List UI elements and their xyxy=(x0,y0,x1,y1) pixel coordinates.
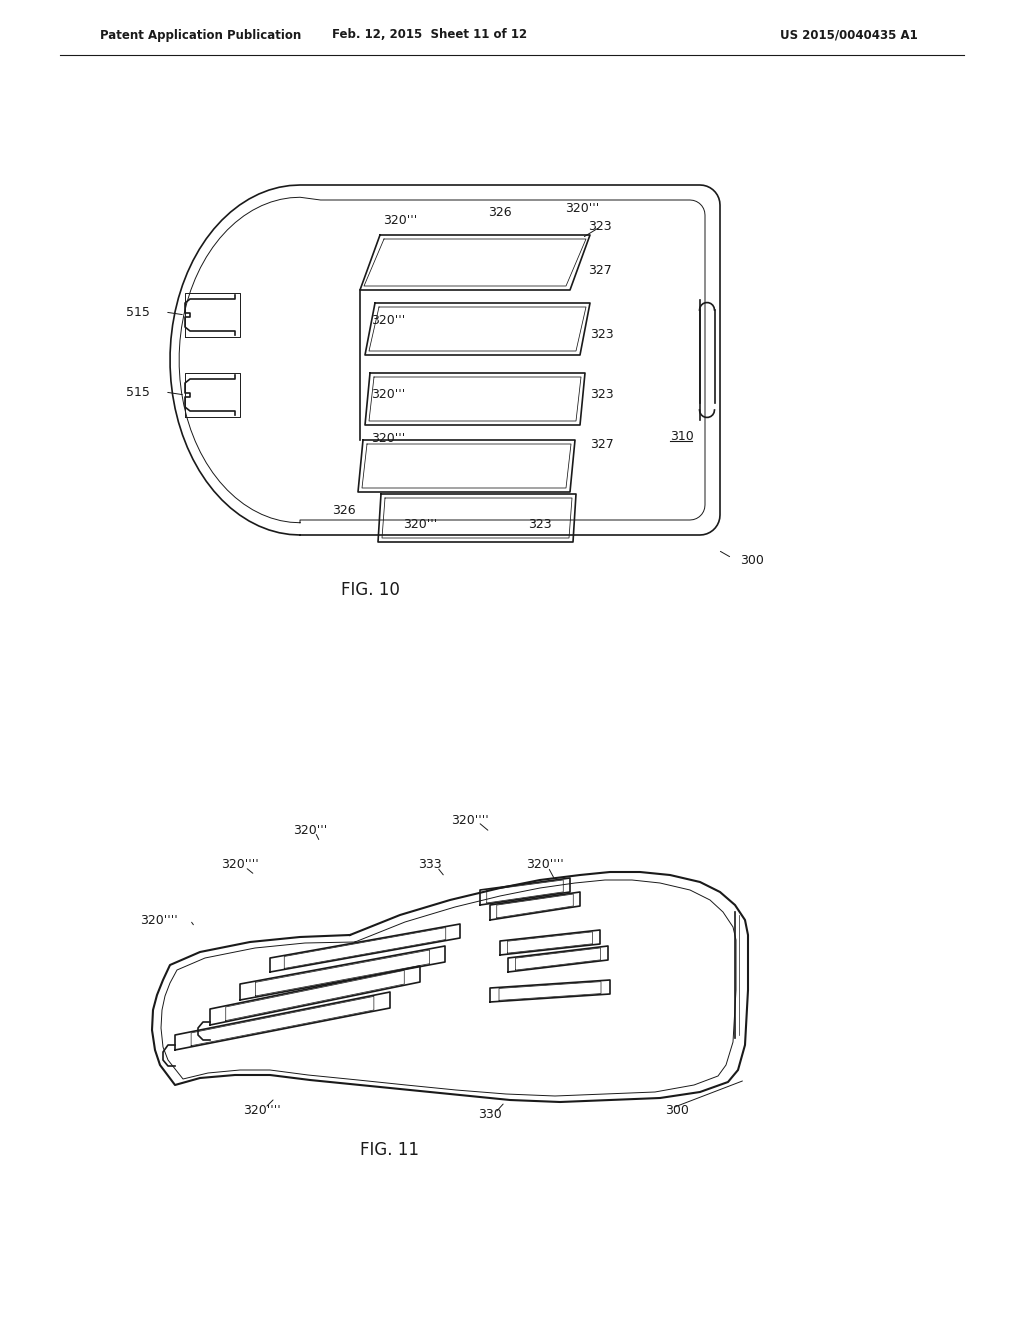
Text: Patent Application Publication: Patent Application Publication xyxy=(100,29,301,41)
Text: 320'''': 320'''' xyxy=(221,858,259,871)
Text: FIG. 11: FIG. 11 xyxy=(360,1140,420,1159)
Text: Feb. 12, 2015  Sheet 11 of 12: Feb. 12, 2015 Sheet 11 of 12 xyxy=(333,29,527,41)
Text: 310: 310 xyxy=(670,430,693,444)
Text: 300: 300 xyxy=(740,553,764,566)
Text: 326: 326 xyxy=(488,206,512,219)
Text: 326: 326 xyxy=(332,503,355,516)
Text: 330: 330 xyxy=(478,1109,502,1122)
Text: 327: 327 xyxy=(590,438,613,451)
Text: US 2015/0040435 A1: US 2015/0040435 A1 xyxy=(780,29,918,41)
Text: 327: 327 xyxy=(588,264,611,276)
Text: 320''': 320''' xyxy=(565,202,599,214)
Text: 320''': 320''' xyxy=(402,519,437,532)
Text: 323: 323 xyxy=(528,519,552,532)
Text: 320'''': 320'''' xyxy=(452,813,488,826)
Text: 320''': 320''' xyxy=(371,314,406,326)
Text: 320'''': 320'''' xyxy=(526,858,564,871)
Text: 320'''': 320'''' xyxy=(140,913,178,927)
Text: 333: 333 xyxy=(418,858,441,871)
Text: 320''': 320''' xyxy=(293,824,327,837)
Text: 323: 323 xyxy=(590,388,613,401)
Text: 320''': 320''' xyxy=(383,214,417,227)
Text: 320'''': 320'''' xyxy=(243,1104,281,1117)
Text: 515: 515 xyxy=(126,305,150,318)
Text: 323: 323 xyxy=(590,329,613,342)
Text: 300: 300 xyxy=(665,1104,689,1117)
Text: FIG. 10: FIG. 10 xyxy=(341,581,399,599)
Text: 320''': 320''' xyxy=(371,432,406,445)
Text: 320''': 320''' xyxy=(371,388,406,401)
Text: 323: 323 xyxy=(588,220,611,234)
Text: 515: 515 xyxy=(126,385,150,399)
